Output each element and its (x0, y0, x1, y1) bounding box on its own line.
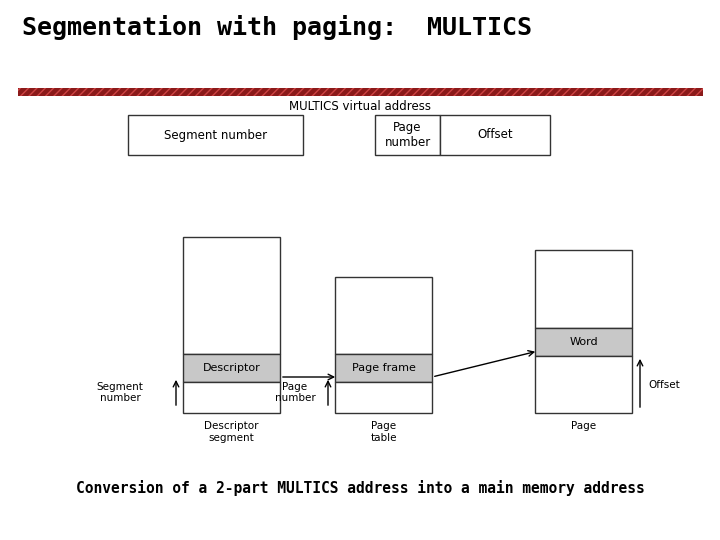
Bar (183, 354, 280, 382)
Bar (183, 237, 280, 354)
Text: Word: Word (570, 337, 598, 347)
Bar (535, 356, 632, 413)
Text: Segment
number: Segment number (96, 382, 143, 403)
Text: Offset: Offset (648, 380, 680, 389)
Text: Segmentation with paging:  MULTICS: Segmentation with paging: MULTICS (22, 15, 532, 40)
Bar (18, 88, 703, 96)
Bar (335, 382, 432, 413)
Text: Segment number: Segment number (164, 129, 267, 141)
Bar (128, 115, 303, 155)
Text: Page: Page (571, 421, 596, 431)
Bar (375, 115, 440, 155)
Text: Descriptor: Descriptor (202, 363, 261, 373)
Text: Descriptor
segment: Descriptor segment (204, 421, 258, 443)
Text: Page
number: Page number (274, 382, 315, 403)
Bar (535, 250, 632, 328)
Text: Page
number: Page number (384, 121, 431, 149)
Bar (183, 382, 280, 413)
Bar (335, 354, 432, 382)
Text: Page
table: Page table (370, 421, 397, 443)
Text: Offset: Offset (477, 129, 513, 141)
Text: MULTICS virtual address: MULTICS virtual address (289, 100, 431, 113)
Bar (440, 115, 550, 155)
Text: Conversion of a 2-part MULTICS address into a main memory address: Conversion of a 2-part MULTICS address i… (76, 480, 644, 496)
Bar (335, 277, 432, 354)
Text: Page frame: Page frame (351, 363, 415, 373)
Bar (535, 328, 632, 356)
